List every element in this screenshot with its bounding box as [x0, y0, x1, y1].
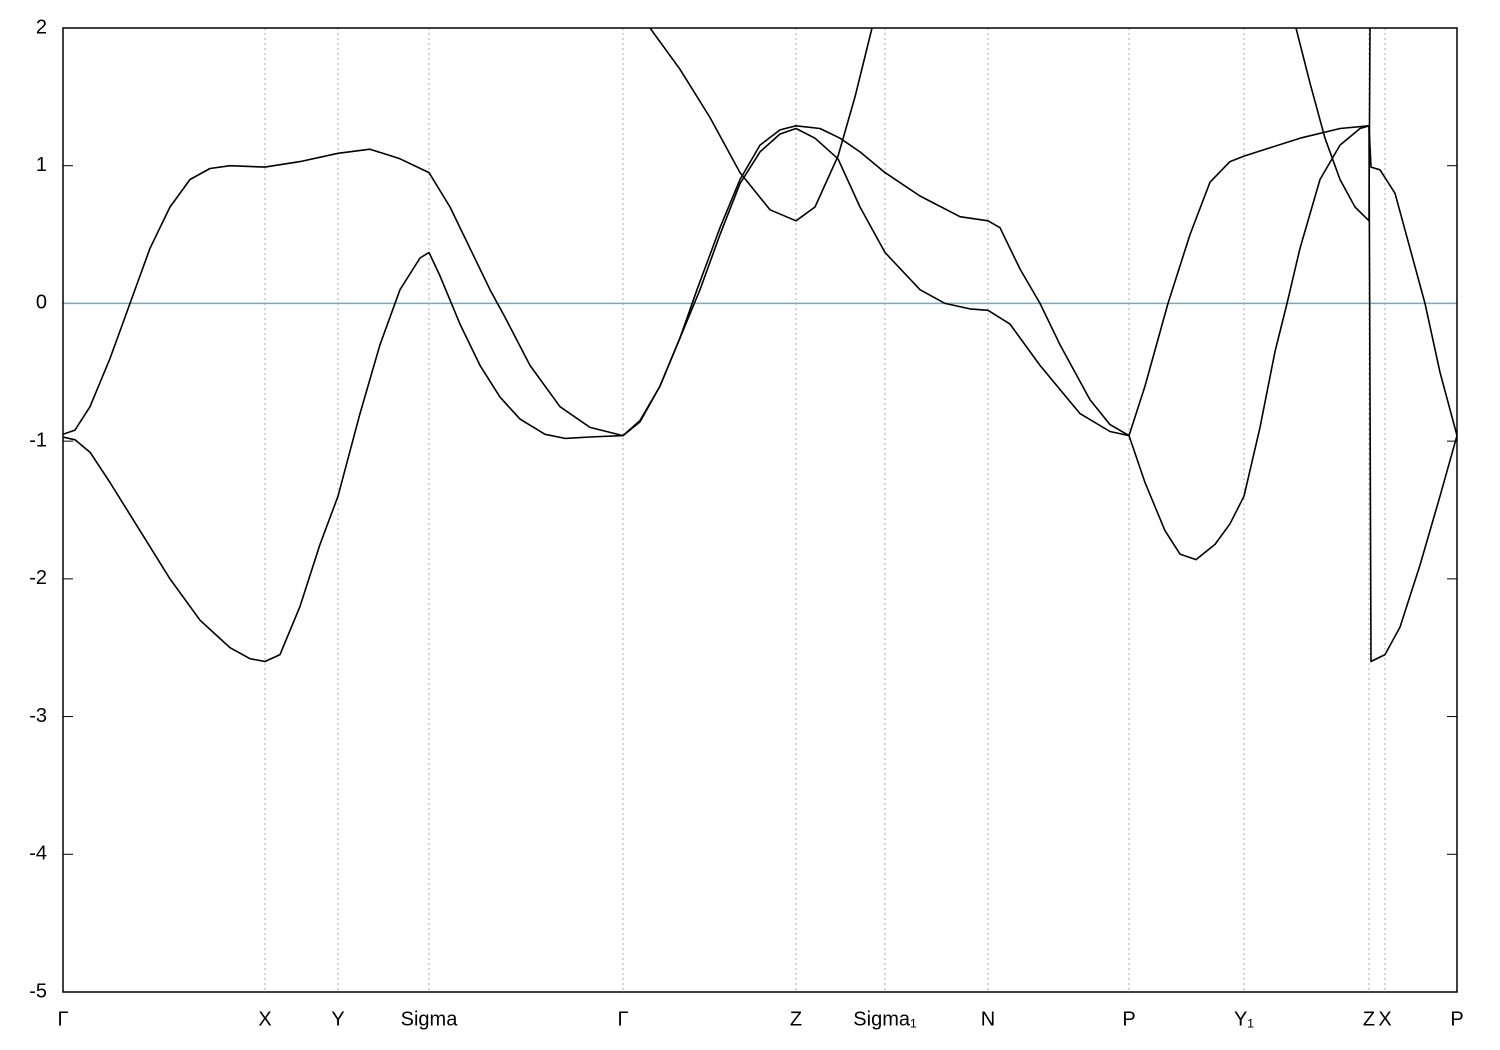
x-tick-label: P — [1122, 1008, 1135, 1030]
x-tick-label: Z — [1363, 1008, 1375, 1030]
x-tick-label: Y₁ — [1234, 1008, 1254, 1030]
y-tick-label: 0 — [36, 292, 47, 314]
x-tick-label: Z — [790, 1008, 802, 1030]
band-line — [63, 125, 1457, 663]
y-tick-label: -1 — [29, 429, 47, 451]
y-tick-label: -5 — [29, 980, 47, 1002]
y-tick-label: -3 — [29, 705, 47, 727]
x-tick-label: Y — [331, 1008, 344, 1030]
y-tick-label: 2 — [36, 16, 47, 38]
x-tick-label: X — [258, 1008, 271, 1030]
y-tick-label: -4 — [29, 843, 47, 865]
plot-area — [63, 28, 1457, 663]
y-tick-label: 1 — [36, 154, 47, 176]
x-tick-label: Γ — [57, 1008, 68, 1030]
x-tick-label: Sigma₁ — [853, 1008, 917, 1030]
x-tick-label: Γ — [617, 1008, 628, 1030]
plot-frame — [62, 27, 1458, 993]
x-tick-label: Sigma — [401, 1008, 459, 1030]
band-line — [63, 125, 1457, 437]
x-tick-label: P — [1450, 1008, 1463, 1030]
band-line — [649, 28, 1371, 222]
x-tick-label: X — [1378, 1008, 1391, 1030]
y-tick-label: -2 — [29, 567, 47, 589]
x-tick-label: N — [981, 1008, 995, 1030]
